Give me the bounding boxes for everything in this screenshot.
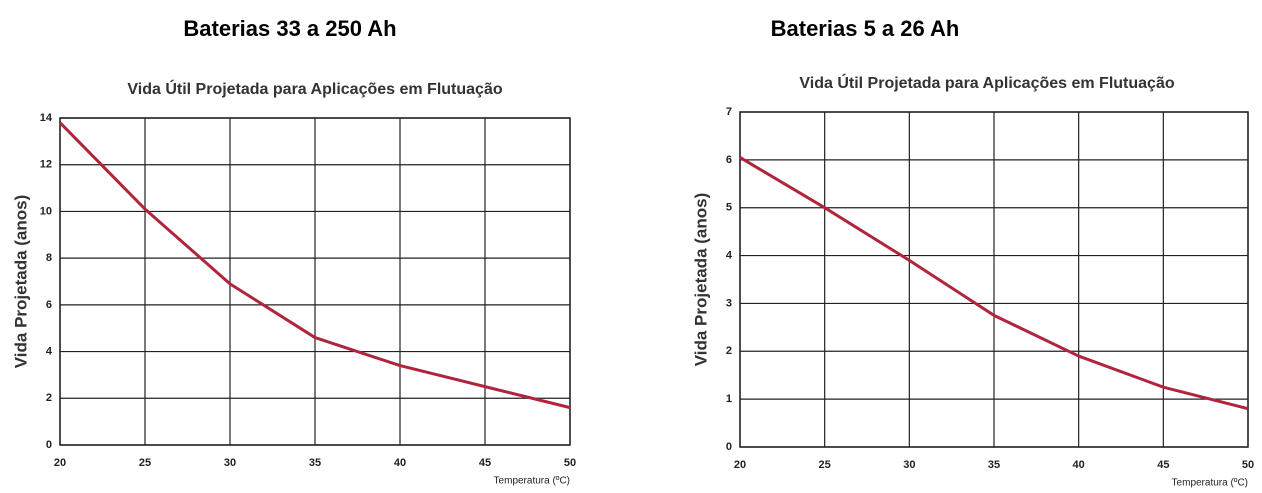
data-line [58, 121, 571, 410]
x-tick-label: 50 [1242, 459, 1254, 471]
x-tick-label: 45 [479, 457, 491, 469]
y-axis-label: Vida Projetada (anos) [11, 195, 30, 369]
x-tick-label: 35 [309, 457, 321, 469]
y-tick-label: 4 [46, 345, 53, 357]
x-tick-label: 30 [224, 457, 236, 469]
chart-title: Vida Útil Projetada para Aplicações em F… [127, 79, 502, 98]
x-tick-label: 35 [988, 459, 1000, 471]
y-tick-label: 0 [726, 441, 732, 453]
y-tick-label: 2 [726, 345, 732, 357]
y-tick-label: 14 [40, 112, 53, 124]
y-tick-label: 0 [46, 439, 52, 451]
y-tick-label: 1 [726, 393, 732, 405]
chart-title: Vida Útil Projetada para Aplicações em F… [799, 73, 1174, 92]
y-tick-label: 5 [726, 202, 732, 214]
x-tick-label: 40 [1073, 459, 1085, 471]
y-tick-label: 6 [46, 299, 52, 311]
y-tick-label: 10 [40, 205, 52, 217]
x-axis-label: Temperatura (ºC) [494, 476, 570, 487]
y-axis-label: Vida Projetada (anos) [691, 193, 710, 367]
y-tick-label: 7 [726, 106, 732, 118]
y-tick-label: 8 [46, 252, 52, 264]
chart-heading: Baterias 33 a 250 Ah [183, 16, 396, 41]
x-tick-label: 25 [819, 459, 831, 471]
data-line [739, 156, 1249, 411]
y-tick-label: 6 [726, 154, 732, 166]
x-tick-label: 30 [903, 459, 915, 471]
y-tick-label: 4 [726, 249, 733, 261]
x-tick-label: 20 [54, 457, 66, 469]
x-tick-label: 25 [139, 457, 151, 469]
chart-heading: Baterias 5 a 26 Ah [771, 16, 960, 41]
y-tick-label: 3 [726, 297, 732, 309]
x-tick-label: 20 [734, 459, 746, 471]
y-tick-label: 2 [46, 392, 52, 404]
x-tick-label: 40 [394, 457, 406, 469]
x-axis-label: Temperatura (ºC) [1172, 478, 1248, 489]
x-tick-label: 50 [564, 457, 576, 469]
y-tick-label: 12 [40, 159, 52, 171]
x-tick-label: 45 [1157, 459, 1169, 471]
